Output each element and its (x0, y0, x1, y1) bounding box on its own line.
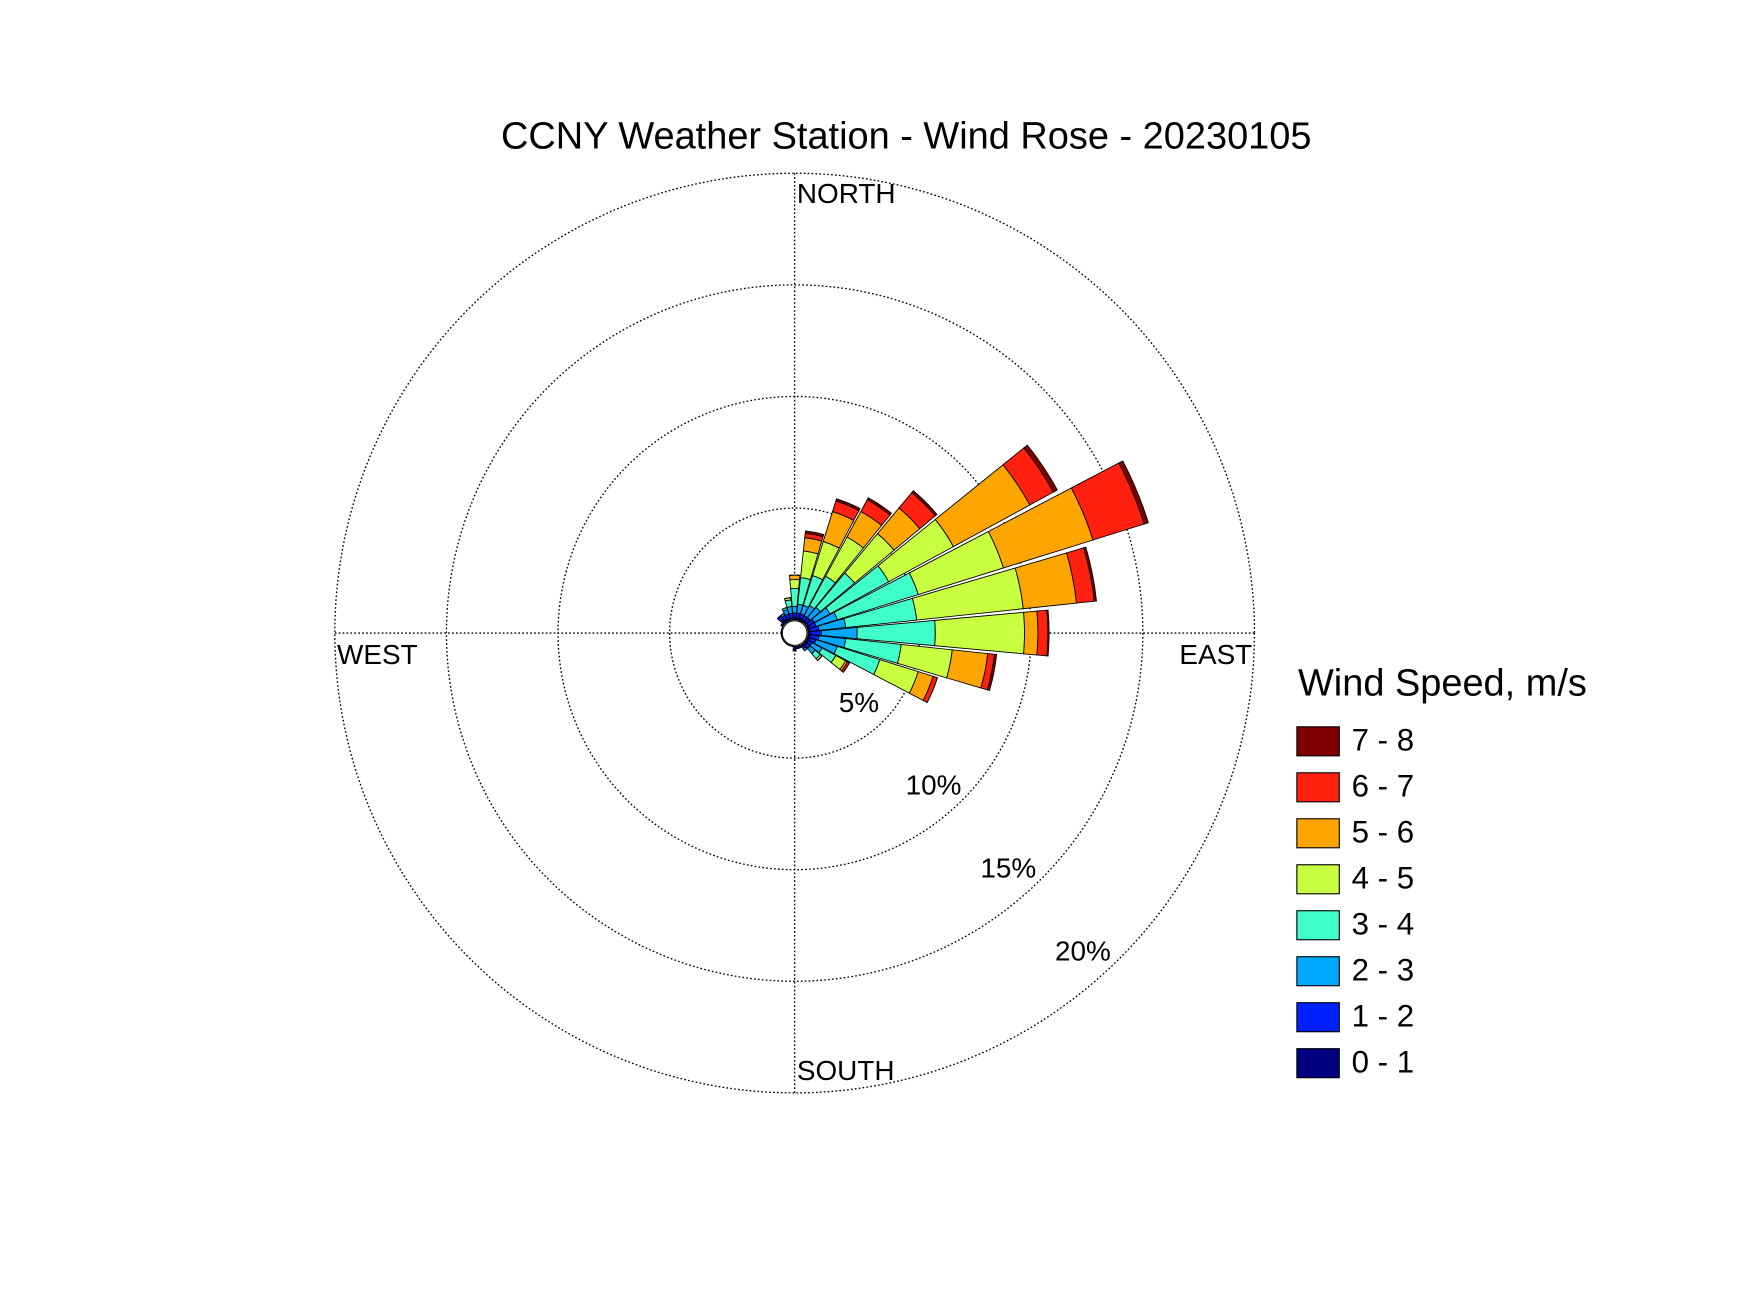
chart-title: CCNY Weather Station - Wind Rose - 20230… (501, 116, 1311, 158)
legend-label: 4 - 5 (1352, 861, 1415, 896)
legend-swatch (1296, 818, 1340, 849)
legend-swatch (1296, 772, 1340, 803)
legend-swatch (1296, 726, 1340, 757)
legend-swatch (1296, 910, 1340, 941)
legend-title: Wind Speed, m/s (1298, 663, 1587, 705)
wedge (1023, 444, 1058, 493)
wedge (1036, 609, 1049, 657)
wedge (866, 497, 893, 516)
wedge (911, 490, 938, 517)
wedge (796, 647, 800, 650)
wedge (1083, 546, 1098, 602)
wedge (946, 649, 989, 689)
compass-label: SOUTH (797, 1055, 895, 1086)
legend-swatch (1296, 1048, 1340, 1079)
wedge (777, 615, 781, 620)
wedge (1118, 460, 1149, 525)
ring-label: 15% (980, 853, 1036, 884)
wedge (926, 677, 938, 703)
legend-swatch (1296, 1002, 1340, 1033)
wedge (788, 574, 801, 581)
wedge (1023, 610, 1039, 656)
wedge (804, 530, 825, 538)
legend-label: 6 - 7 (1352, 769, 1415, 804)
ring-label: 5% (839, 687, 879, 718)
compass-label: NORTH (797, 178, 896, 209)
legend-label: 0 - 1 (1352, 1045, 1415, 1080)
legend-label: 5 - 6 (1352, 815, 1415, 850)
legend-swatch (1296, 864, 1340, 895)
wedge (934, 611, 1025, 655)
wedge (781, 636, 784, 640)
legend-label: 1 - 2 (1352, 999, 1415, 1034)
wedge (789, 579, 800, 590)
wedge (1046, 609, 1050, 657)
center-hole (781, 620, 808, 646)
compass-label: WEST (337, 639, 418, 670)
wedge (788, 644, 791, 647)
legend-label: 3 - 4 (1352, 907, 1415, 942)
wedge (986, 653, 998, 692)
legend-label: 7 - 8 (1352, 723, 1415, 758)
legend-swatch (1296, 956, 1340, 987)
wedge (791, 605, 798, 614)
wedge (792, 645, 797, 652)
wedge (781, 607, 787, 610)
legend-label: 2 - 3 (1352, 953, 1415, 988)
wedge (780, 622, 783, 626)
wedge (781, 626, 784, 630)
wedge (792, 612, 797, 618)
compass-label: EAST (1179, 639, 1252, 670)
grid-ring (445, 284, 1144, 982)
wedge (784, 597, 791, 600)
wedge (782, 639, 785, 642)
ring-label: 10% (906, 770, 962, 801)
ring-label: 20% (1055, 936, 1111, 967)
wedge (804, 648, 808, 652)
wedge (835, 498, 861, 512)
